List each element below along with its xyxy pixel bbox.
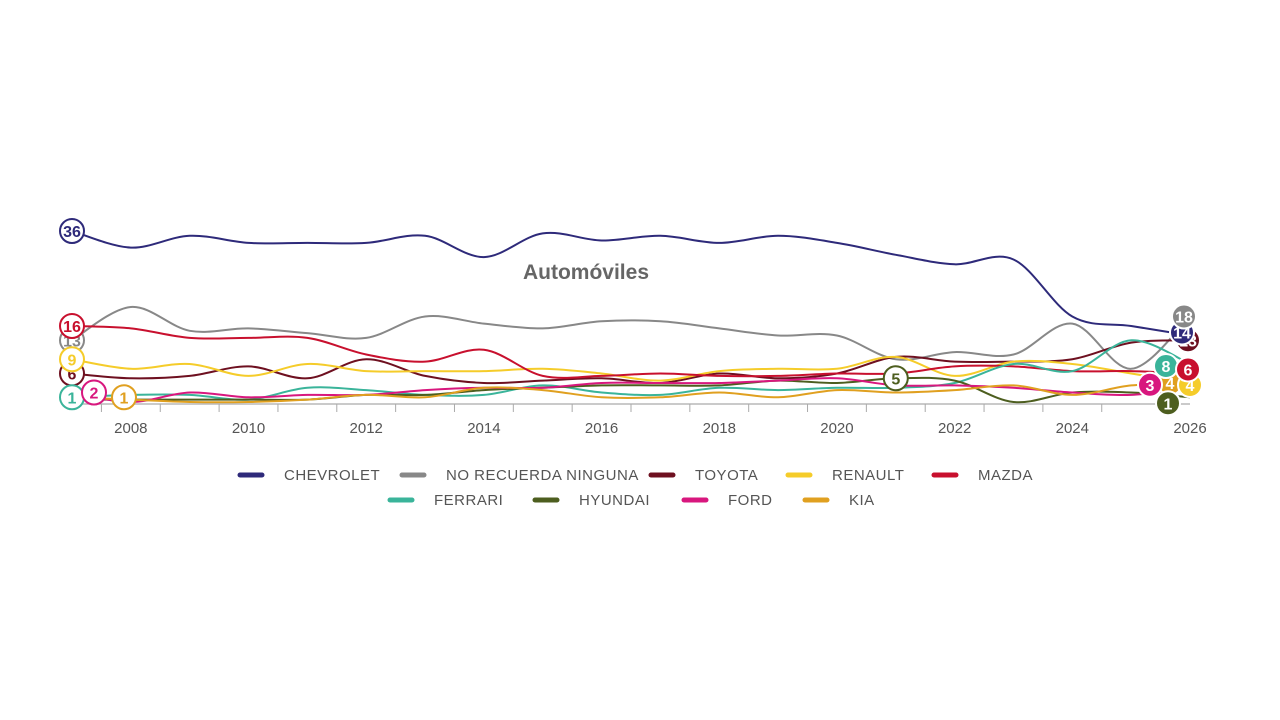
svg-text:9: 9 [68, 352, 77, 369]
x-tick-label: 2020 [820, 420, 853, 437]
svg-text:16: 16 [63, 319, 81, 336]
legend-item-ferrari: FERRARI [387, 492, 503, 509]
end-marker-ferrari: 8 [1153, 353, 1179, 379]
series-line-hyundai [72, 376, 1191, 404]
chart-title: Automóviles [523, 261, 649, 284]
svg-text:6: 6 [1184, 363, 1193, 380]
legend-item-kia: KIA [802, 492, 875, 509]
svg-text:1: 1 [68, 390, 77, 407]
start-marker-mazda: 16 [59, 313, 85, 339]
series-line-ferrari [71, 339, 1191, 401]
legend: CHEVROLET NO RECUERDA NINGUNA TOYOTA RENAUL… [237, 467, 1033, 509]
legend-label: MAZDA [978, 467, 1033, 484]
x-axis: 2008 2010 2012 2014 2016 2018 2020 2022 2024 2026 [72, 403, 1207, 437]
series-layer [71, 230, 1191, 404]
svg-text:1: 1 [120, 390, 129, 407]
start-marker-ford: 2 [81, 379, 107, 406]
x-tick-label: 2010 [232, 420, 265, 437]
x-tick-label: 2022 [938, 420, 971, 437]
x-tick-label: 2012 [350, 420, 383, 437]
legend-label: TOYOTA [695, 467, 758, 484]
series-line-ford [71, 377, 1191, 404]
svg-text:1: 1 [1164, 396, 1173, 413]
legend-item-mazda: MAZDA [931, 467, 1033, 484]
legend-item-hyundai: HYUNDAI [532, 492, 650, 509]
legend-item-toyota: TOYOTA [648, 467, 758, 484]
end-markers: 361369161521431486131418 [59, 218, 1203, 417]
series-line-mazda [71, 325, 1191, 379]
series-line-renault [71, 355, 1191, 384]
series-line-chevrolet [71, 230, 1191, 337]
svg-text:4: 4 [1186, 378, 1195, 395]
svg-text:6: 6 [68, 367, 77, 384]
mid-marker-hyundai: 5 [882, 365, 909, 392]
svg-text:5: 5 [891, 371, 900, 388]
svg-text:3: 3 [1146, 378, 1155, 395]
svg-text:18: 18 [1175, 310, 1193, 327]
start-marker-chevrolet: 36 [59, 218, 85, 244]
end-marker-hyundai: 1 [1155, 390, 1181, 417]
svg-text:36: 36 [63, 224, 81, 241]
start-marker-kia: 1 [111, 384, 137, 411]
legend-item-no-recuerda-ninguna: NO RECUERDA NINGUNA [399, 467, 639, 484]
legend-item-ford: FORD [681, 492, 773, 509]
legend-item-chevrolet: CHEVROLET [237, 467, 380, 484]
x-tick-label: 2018 [703, 420, 736, 437]
end-marker-mazda: 6 [1175, 356, 1201, 383]
end-marker-ford: 3 [1137, 371, 1163, 398]
legend-label: FORD [728, 492, 773, 509]
series-line-kia [71, 382, 1191, 404]
x-tick-label: 2014 [467, 420, 500, 437]
x-tick-label: 2024 [1056, 420, 1089, 437]
legend-label: FERRARI [434, 492, 503, 509]
legend-label: RENAULT [832, 467, 904, 484]
x-tick-label: 2026 [1173, 420, 1206, 437]
legend-label: KIA [849, 492, 875, 509]
legend-item-renault: RENAULT [785, 467, 904, 484]
series-line-no-recuerda-ninguna [71, 305, 1191, 370]
svg-text:8: 8 [1162, 359, 1171, 376]
x-tick-label: 2008 [114, 420, 147, 437]
svg-text:4: 4 [1166, 376, 1175, 393]
start-marker-renault: 9 [59, 346, 85, 373]
legend-label: CHEVROLET [284, 467, 380, 484]
x-tick-label: 2016 [585, 420, 618, 437]
start-marker-ferrari: 1 [59, 384, 85, 411]
svg-text:14: 14 [1173, 326, 1191, 343]
svg-text:2: 2 [90, 386, 99, 403]
legend-label: NO RECUERDA NINGUNA [446, 467, 639, 484]
end-marker-no-recuerda-ninguna: 18 [1171, 303, 1197, 330]
legend-label: HYUNDAI [579, 492, 650, 509]
